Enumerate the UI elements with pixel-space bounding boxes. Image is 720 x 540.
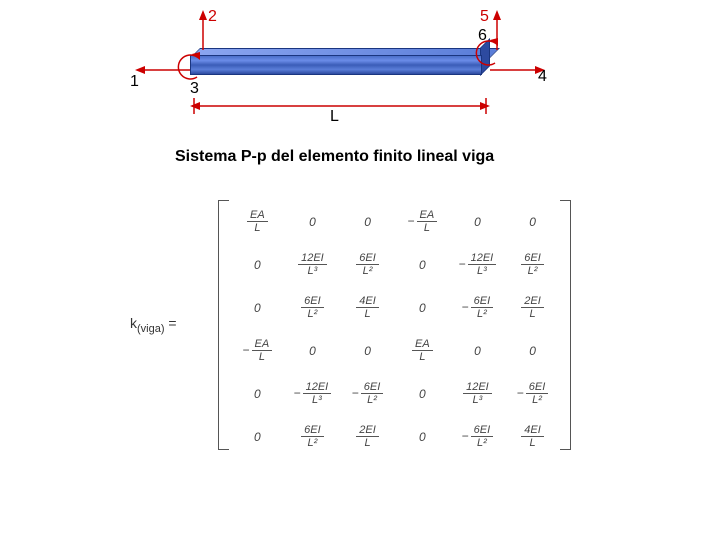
matrix-k-label: k(viga) = bbox=[130, 315, 177, 335]
matrix-cell: 0 bbox=[230, 415, 285, 458]
matrix-cell: 0 bbox=[450, 200, 505, 243]
matrix-cell: 0 bbox=[395, 286, 450, 329]
dof-label-6: 6 bbox=[478, 27, 487, 45]
matrix-cell: −6EIL² bbox=[340, 372, 395, 415]
dof-label-4: 4 bbox=[538, 68, 547, 86]
matrix-cell: −6EIL² bbox=[450, 415, 505, 458]
matrix-bracket-left bbox=[218, 200, 229, 450]
matrix-cell: −6EIL² bbox=[505, 372, 560, 415]
matrix-cell: EAL bbox=[395, 329, 450, 372]
matrix-row: −EAL00EAL00 bbox=[230, 329, 560, 372]
matrix-cell: −12EIL³ bbox=[285, 372, 340, 415]
matrix-cell: 0 bbox=[285, 200, 340, 243]
matrix-row: 06EIL²2EIL0−6EIL²4EIL bbox=[230, 415, 560, 458]
matrix-cell: 0 bbox=[395, 243, 450, 286]
matrix-cell: 0 bbox=[230, 372, 285, 415]
matrix-cell: 0 bbox=[285, 329, 340, 372]
matrix-row: 012EIL³6EIL²0−12EIL³6EIL² bbox=[230, 243, 560, 286]
matrix-body: EAL00−EAL00012EIL³6EIL²0−12EIL³6EIL²06EI… bbox=[230, 200, 560, 458]
beam-diagram: 1 2 3 4 5 6 L bbox=[130, 10, 550, 130]
matrix-equals: = bbox=[168, 315, 176, 331]
matrix-cell: 0 bbox=[340, 329, 395, 372]
matrix-cell: −6EIL² bbox=[450, 286, 505, 329]
matrix-cell: −EAL bbox=[230, 329, 285, 372]
matrix-cell: 2EIL bbox=[505, 286, 560, 329]
length-arrow bbox=[190, 98, 490, 114]
matrix-cell: 2EIL bbox=[340, 415, 395, 458]
dof-label-3: 3 bbox=[190, 80, 199, 98]
figure-caption: Sistema P-p del elemento finito lineal v… bbox=[175, 148, 494, 166]
arrow-2 bbox=[198, 10, 208, 50]
matrix-row: 0−12EIL³−6EIL²012EIL³−6EIL² bbox=[230, 372, 560, 415]
dof-label-2: 2 bbox=[208, 8, 217, 26]
dof-label-1: 1 bbox=[130, 73, 139, 91]
matrix-cell: 0 bbox=[505, 329, 560, 372]
matrix-cell: 0 bbox=[230, 243, 285, 286]
matrix-cell: 6EIL² bbox=[505, 243, 560, 286]
matrix-cell: 4EIL bbox=[340, 286, 395, 329]
matrix-k-subscript: (viga) bbox=[137, 323, 165, 335]
matrix-bracket-right bbox=[560, 200, 571, 450]
length-label: L bbox=[330, 108, 339, 126]
matrix-cell: 4EIL bbox=[505, 415, 560, 458]
matrix-cell: −12EIL³ bbox=[450, 243, 505, 286]
matrix-cell: 0 bbox=[395, 372, 450, 415]
matrix-cell: 0 bbox=[230, 286, 285, 329]
dof-label-5: 5 bbox=[480, 8, 489, 26]
matrix-cell: 0 bbox=[340, 200, 395, 243]
stiffness-matrix: k(viga) = EAL00−EAL00012EIL³6EIL²0−12EIL… bbox=[130, 195, 590, 455]
matrix-cell: 6EIL² bbox=[340, 243, 395, 286]
matrix-cell: 0 bbox=[450, 329, 505, 372]
matrix-cell: EAL bbox=[230, 200, 285, 243]
beam-body bbox=[190, 55, 482, 75]
matrix-k-symbol: k bbox=[130, 315, 137, 331]
matrix-cell: 12EIL³ bbox=[285, 243, 340, 286]
matrix-cell: 0 bbox=[505, 200, 560, 243]
arrow-3-rotation bbox=[172, 52, 202, 82]
matrix-cell: 6EIL² bbox=[285, 415, 340, 458]
matrix-cell: −EAL bbox=[395, 200, 450, 243]
matrix-cell: 12EIL³ bbox=[450, 372, 505, 415]
matrix-cell: 0 bbox=[395, 415, 450, 458]
matrix-cell: 6EIL² bbox=[285, 286, 340, 329]
matrix-row: 06EIL²4EIL0−6EIL²2EIL bbox=[230, 286, 560, 329]
matrix-row: EAL00−EAL00 bbox=[230, 200, 560, 243]
